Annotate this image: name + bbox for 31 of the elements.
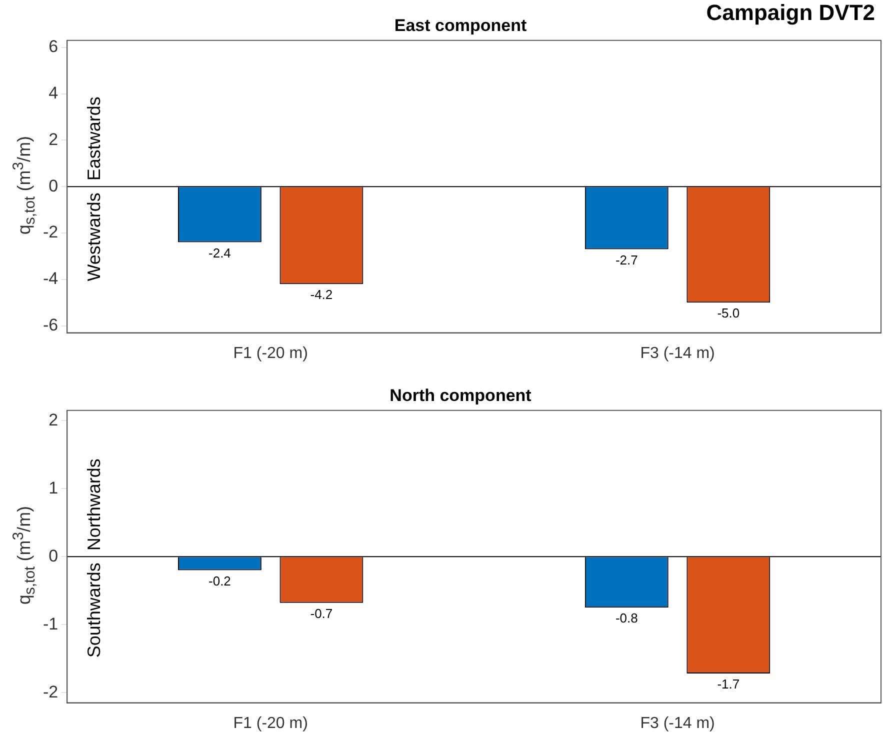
y-tick-label: -2 <box>42 222 58 242</box>
x-tick-label: F3 (-14 m) <box>640 344 715 362</box>
data-label: -0.8 <box>615 610 638 626</box>
y-tick-label: 1 <box>48 478 58 498</box>
annotation: Southwards <box>84 562 104 658</box>
y-tick-label: 2 <box>48 130 58 149</box>
y-tick-label: 0 <box>48 546 58 566</box>
data-label: -2.4 <box>208 245 231 260</box>
data-label: -0.2 <box>208 573 231 588</box>
chart-subtitle: Campaign DVT2 <box>706 0 875 26</box>
y-tick-label: -6 <box>42 316 58 335</box>
y-tick-label: 4 <box>48 83 58 102</box>
data-label: -0.7 <box>310 606 333 621</box>
y-tick-label: 6 <box>48 37 58 56</box>
data-label: -5.0 <box>717 306 740 321</box>
data-label: -1.7 <box>717 676 740 692</box>
data-label: -4.2 <box>310 287 333 302</box>
chart-title: East component <box>394 16 527 35</box>
y-tick-label: 0 <box>48 176 58 196</box>
y-tick-label: -1 <box>42 614 58 634</box>
y-tick-label: 2 <box>48 410 58 430</box>
x-tick-label: F1 (-20 m) <box>233 344 308 362</box>
annotation: Westwards <box>84 192 104 282</box>
chart-title: North component <box>390 386 532 405</box>
x-tick-label: F1 (-20 m) <box>233 714 308 732</box>
data-label: -2.7 <box>615 252 638 268</box>
annotation: Northwards <box>84 458 104 551</box>
annotation: Eastwards <box>84 96 104 181</box>
y-tick-label: -2 <box>42 682 58 702</box>
y-tick-label: -4 <box>42 269 58 288</box>
x-tick-label: F3 (-14 m) <box>640 714 715 732</box>
